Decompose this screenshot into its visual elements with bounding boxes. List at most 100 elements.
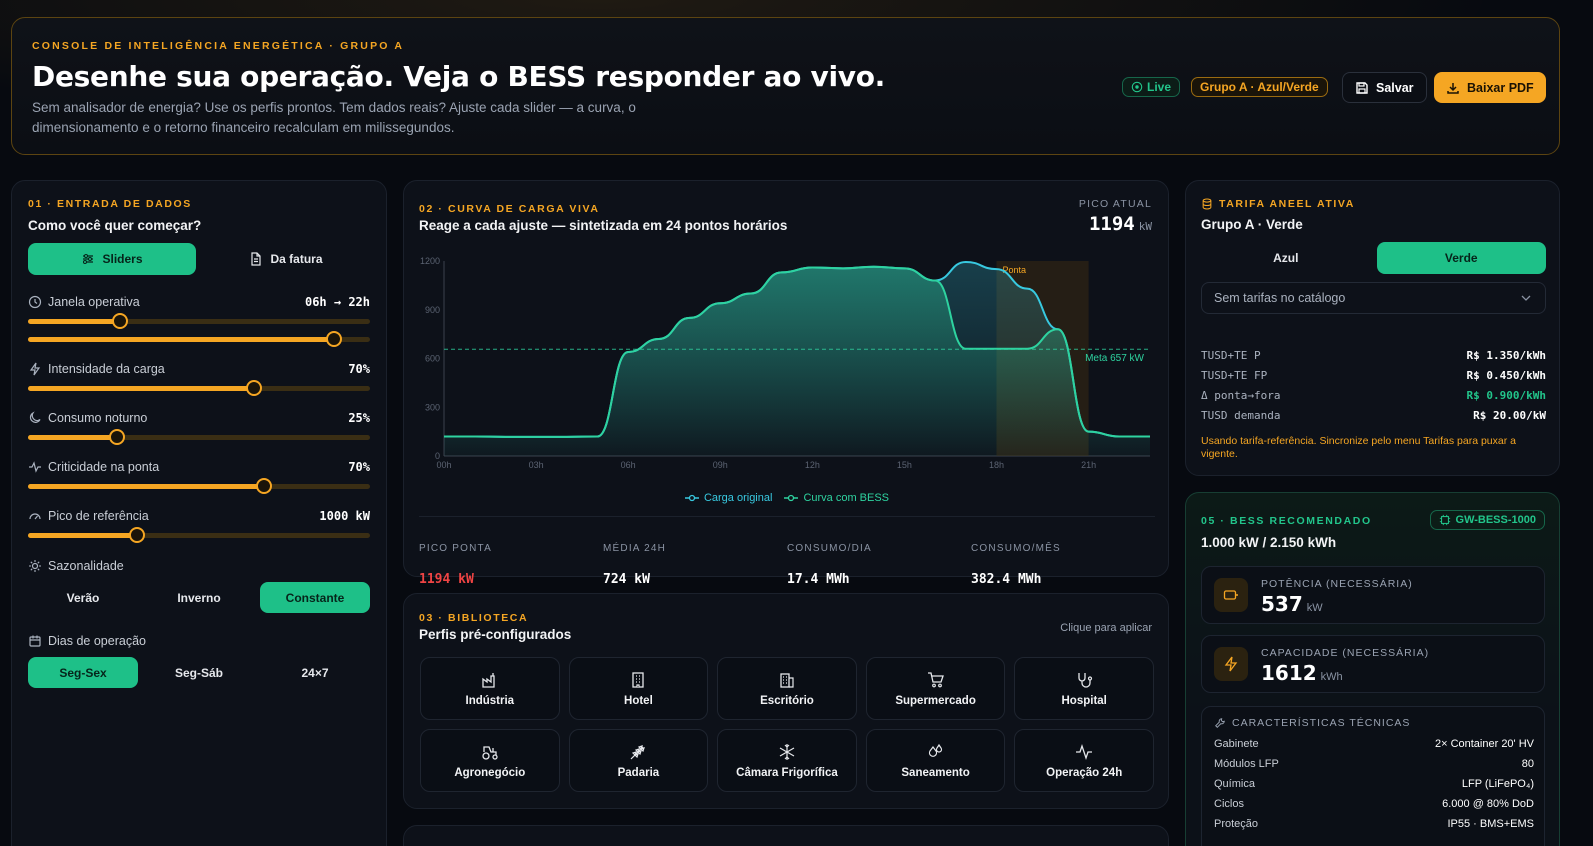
slider-fill	[28, 533, 138, 538]
spec-key: Proteção	[1214, 818, 1259, 830]
spec-value: 6.000 @ 80% DoD	[1442, 798, 1534, 810]
profile-agribusiness[interactable]: Agronegócio	[420, 729, 560, 792]
tariff-value: R$ 1.350/kWh	[1466, 349, 1546, 362]
gauge-icon	[29, 513, 41, 520]
legend-bess[interactable]: Curva com BESS	[784, 492, 889, 504]
profile-industry[interactable]: Indústria	[420, 657, 560, 720]
slider-handle[interactable]	[108, 429, 125, 445]
save-icon	[1356, 81, 1368, 94]
window-start-slider[interactable]	[28, 313, 370, 329]
stethoscope-icon	[1078, 672, 1093, 688]
season-constant[interactable]: Constante	[260, 582, 370, 613]
days-row: Dias de operação	[28, 634, 370, 648]
stat-value: 17.4 MWh	[787, 572, 850, 587]
spec-value: 80	[1521, 758, 1534, 770]
slider-handle[interactable]	[112, 313, 129, 329]
slider-handle[interactable]	[129, 527, 146, 543]
y-tick-label: 0	[435, 451, 440, 461]
tab-invoice-label: Da fatura	[270, 252, 323, 266]
slider-fill	[28, 337, 335, 342]
profile-24h[interactable]: Operação 24h	[1014, 729, 1154, 792]
tab-invoice[interactable]: Da fatura	[202, 243, 370, 275]
night-slider[interactable]	[28, 429, 370, 445]
cart-icon	[927, 671, 944, 687]
slider-value: 70%	[348, 362, 370, 376]
window-end-slider[interactable]	[28, 331, 370, 347]
profile-supermarket[interactable]: Supermercado	[865, 657, 1006, 720]
snowflake-icon	[779, 743, 795, 760]
library-title: Perfis pré-configurados	[419, 627, 572, 642]
wrench-icon	[1215, 718, 1225, 728]
tractor-icon	[482, 745, 498, 760]
profile-bakery[interactable]: Padaria	[568, 729, 709, 792]
download-pdf-button[interactable]: Baixar PDF	[1434, 72, 1546, 103]
stat-label: PICO PONTA	[419, 543, 492, 554]
bess-card: 05 · BESS RECOMENDADO GW-BESS-1000 1.000…	[1185, 492, 1560, 846]
profile-hotel[interactable]: Hotel	[568, 657, 709, 720]
legend-original[interactable]: Carga original	[684, 492, 772, 504]
stat-monthly: CONSUMO/MÊS 382.4 MWh	[971, 517, 1155, 587]
tariff-catalog-select[interactable]: Sem tarifas no catálogo	[1201, 282, 1546, 314]
profile-office[interactable]: Escritório	[717, 657, 857, 720]
profile-cold-storage[interactable]: Câmara Frigorífica	[717, 729, 857, 792]
tariff-key: TUSD demanda	[1201, 409, 1281, 422]
intensity-slider[interactable]	[28, 380, 370, 396]
season-winter[interactable]: Inverno	[177, 590, 221, 605]
library-hint: Clique para aplicar	[1060, 622, 1152, 634]
tariff-eyebrow-label: TARIFA ANEEL ATIVA	[1219, 198, 1355, 210]
season-summer[interactable]: Verão	[66, 590, 100, 605]
bess-eyebrow: 05 · BESS RECOMENDADO	[1201, 515, 1372, 527]
criticality-slider[interactable]	[28, 478, 370, 494]
spec-row: Gabinete 2× Container 20' HV	[1214, 738, 1534, 750]
days-mon-sat[interactable]: Seg-Sáb	[174, 665, 223, 680]
activity-icon	[29, 461, 41, 473]
tech-specs: CARACTERÍSTICAS TÉCNICAS Gabinete 2× Cont…	[1201, 706, 1545, 846]
database-icon	[1202, 198, 1212, 210]
profile-hospital[interactable]: Hospital	[1014, 657, 1154, 720]
slider-fill	[28, 484, 264, 489]
input-eyebrow: 01 · ENTRADA DE DADOS	[28, 198, 192, 210]
save-button[interactable]: Salvar	[1342, 72, 1427, 103]
header-card: CONSOLE DE INTELIGÊNCIA ENERGÉTICA · GRU…	[11, 17, 1560, 155]
slider-handle[interactable]	[245, 380, 262, 396]
slider-label: Criticidade na ponta	[48, 460, 160, 474]
tariff-green[interactable]: Verde	[1376, 242, 1546, 274]
legend-line-icon	[784, 494, 799, 502]
bess-title: 1.000 kW / 2.150 kWh	[1201, 535, 1337, 550]
slider-handle[interactable]	[326, 331, 343, 347]
y-tick-label: 900	[425, 305, 440, 315]
stat-value: 1194 kW	[419, 572, 474, 587]
cpu-icon	[1439, 514, 1450, 526]
tariff-card: TARIFA ANEEL ATIVA Grupo A · Verde Azul …	[1185, 180, 1560, 476]
legend-line-icon	[684, 494, 699, 502]
mode-tabs: Sliders Da fatura	[28, 243, 370, 275]
capacity-metric: CAPACIDADE (NECESSÁRIA) 1612 kWh	[1201, 635, 1545, 693]
load-curve-chart[interactable]: 0 300 600 900 1200 00h 03h 06h 09h 12h 15h 18h 21h Po…	[412, 253, 1162, 483]
save-label: Salvar	[1376, 80, 1414, 95]
days-label: Dias de operação	[48, 634, 146, 648]
slider-value: 70%	[348, 460, 370, 474]
tariff-value: R$ 0.450/kWh	[1466, 369, 1546, 382]
battery-icon	[1223, 590, 1238, 600]
curve-eyebrow: 02 · CURVA DE CARGA VIVA	[419, 203, 600, 215]
wheat-icon	[630, 744, 646, 759]
series-line-bess	[444, 265, 1150, 438]
group-badge: Grupo A · Azul/Verde	[1191, 77, 1328, 97]
peak-slider[interactable]	[28, 527, 370, 543]
slider-row-peak: Pico de referência 1000 kW	[28, 509, 370, 523]
profile-label: Escritório	[760, 694, 814, 707]
slider-row-window: Janela operativa 06h → 22h	[28, 295, 370, 309]
slider-label: Pico de referência	[48, 509, 149, 523]
x-tick-label: 12h	[805, 460, 820, 470]
spec-value: LFP (LiFePO₄)	[1461, 778, 1534, 790]
days-24x7[interactable]: 24×7	[301, 665, 329, 680]
peak-band-label: Ponta	[1003, 265, 1027, 275]
days-mon-fri[interactable]: Seg-Sex	[28, 657, 138, 688]
tab-sliders[interactable]: Sliders	[28, 243, 196, 275]
slider-handle[interactable]	[255, 478, 272, 494]
slider-fill	[28, 386, 254, 391]
tariff-blue[interactable]: Azul	[1273, 251, 1299, 265]
profile-sanitation[interactable]: Saneamento	[865, 729, 1006, 792]
tariff-key: TUSD+TE FP	[1201, 369, 1268, 382]
live-label: Live	[1147, 80, 1172, 94]
